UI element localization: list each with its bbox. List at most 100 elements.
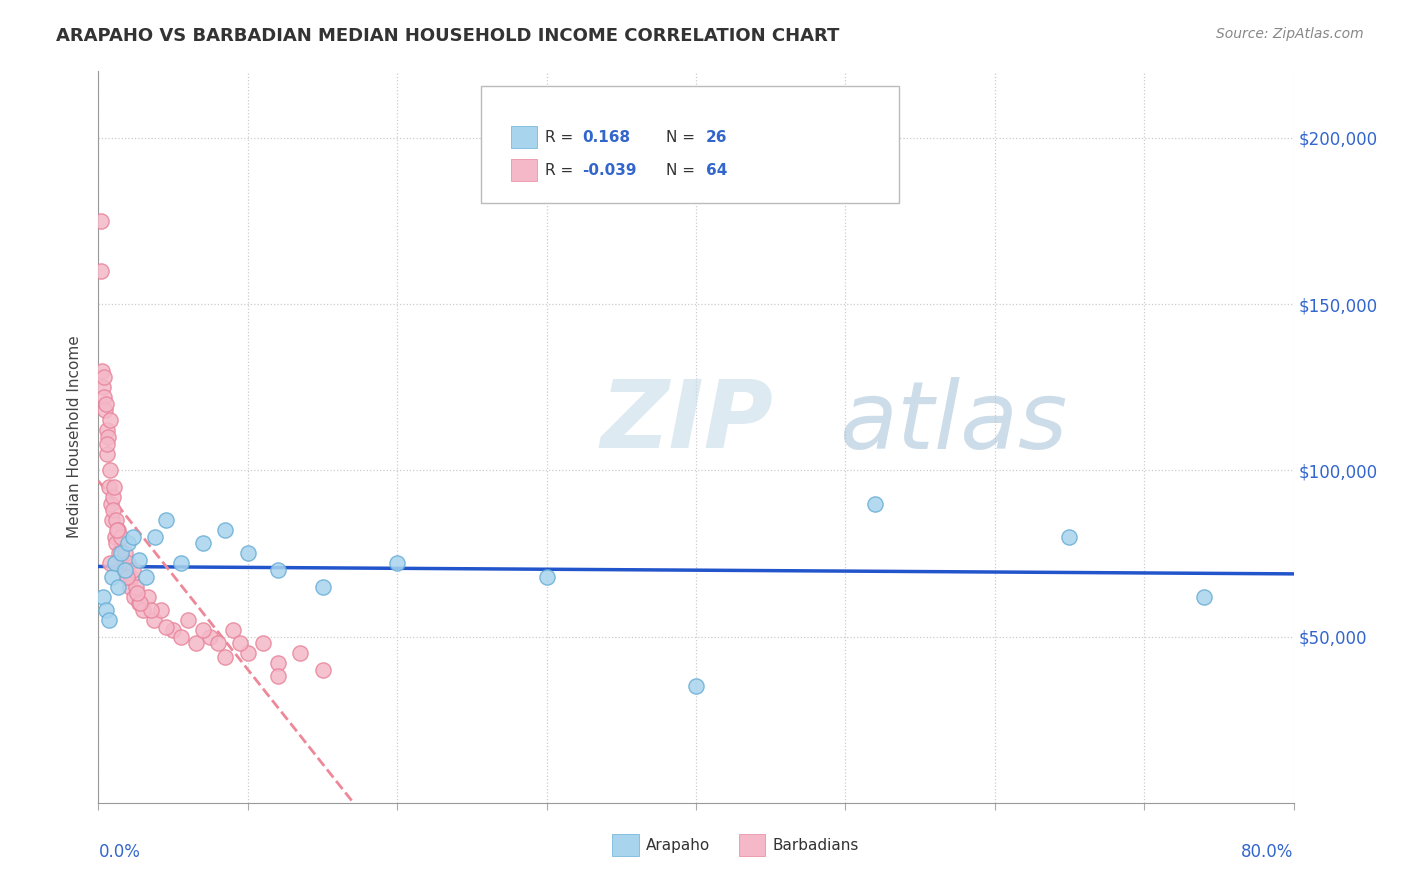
Point [125, 580, 148, 594]
Point [236, 646, 259, 660]
Point [536, 570, 558, 584]
Point [311, 663, 333, 677]
Point [118, 580, 141, 594]
Point [127, 586, 149, 600]
Text: Source: ZipAtlas.com: Source: ZipAtlas.com [1216, 27, 1364, 41]
Point [685, 680, 707, 694]
Point [191, 623, 214, 637]
Point [207, 636, 229, 650]
Point [143, 530, 166, 544]
Point [120, 570, 142, 584]
Point [96, 436, 118, 450]
Point [142, 613, 165, 627]
Point [1192, 590, 1215, 604]
Point [139, 603, 162, 617]
Point [114, 563, 136, 577]
Text: N =: N = [666, 162, 700, 178]
Point [97, 480, 120, 494]
Point [97, 430, 120, 444]
Text: R =: R = [546, 162, 578, 178]
Point [252, 636, 274, 650]
Text: 0.0%: 0.0% [98, 843, 141, 861]
Point [98, 413, 122, 427]
Point [108, 546, 131, 560]
Point [191, 536, 214, 550]
Text: -0.039: -0.039 [582, 162, 637, 178]
Point [97, 613, 120, 627]
Point [229, 636, 252, 650]
Point [98, 557, 122, 571]
Point [129, 596, 152, 610]
Point [103, 503, 125, 517]
Point [267, 669, 290, 683]
Point [177, 613, 200, 627]
Point [117, 557, 139, 571]
Point [121, 530, 143, 544]
Point [117, 536, 139, 550]
Point [110, 546, 132, 560]
Point [111, 557, 134, 571]
Point [169, 557, 191, 571]
Text: ZIP: ZIP [600, 376, 773, 468]
Point [91, 590, 114, 604]
Point [115, 570, 138, 584]
Point [1059, 530, 1081, 544]
FancyBboxPatch shape [613, 834, 638, 856]
Text: 0.168: 0.168 [582, 129, 630, 145]
Point [132, 603, 155, 617]
Text: 64: 64 [706, 162, 727, 178]
Point [155, 619, 177, 633]
Point [98, 463, 121, 477]
Point [150, 603, 173, 617]
Point [162, 623, 184, 637]
Point [114, 546, 136, 560]
Point [90, 214, 112, 228]
Point [91, 380, 114, 394]
Point [169, 630, 191, 644]
Point [214, 523, 236, 537]
Point [385, 557, 409, 571]
FancyBboxPatch shape [510, 159, 537, 181]
Point [136, 590, 159, 604]
Point [236, 546, 259, 560]
Point [112, 563, 135, 577]
Text: 80.0%: 80.0% [1241, 843, 1294, 861]
Point [94, 603, 117, 617]
Point [93, 370, 115, 384]
Point [96, 424, 118, 438]
Text: ARAPAHO VS BARBADIAN MEDIAN HOUSEHOLD INCOME CORRELATION CHART: ARAPAHO VS BARBADIAN MEDIAN HOUSEHOLD IN… [56, 27, 839, 45]
Point [121, 563, 143, 577]
FancyBboxPatch shape [740, 834, 765, 856]
Point [101, 513, 124, 527]
Y-axis label: Median Household Income: Median Household Income [67, 335, 83, 539]
Text: R =: R = [546, 129, 578, 145]
Point [104, 557, 127, 571]
Point [288, 646, 311, 660]
Point [865, 497, 887, 511]
Point [128, 596, 150, 610]
Point [124, 590, 146, 604]
FancyBboxPatch shape [481, 86, 900, 203]
Point [103, 480, 125, 494]
Point [200, 630, 222, 644]
Point [93, 390, 115, 404]
FancyBboxPatch shape [510, 126, 537, 148]
Text: 26: 26 [706, 129, 727, 145]
Point [128, 553, 150, 567]
Text: Barbadians: Barbadians [772, 838, 859, 853]
Point [104, 513, 127, 527]
Text: Arapaho: Arapaho [645, 838, 710, 853]
Point [104, 530, 127, 544]
Text: atlas: atlas [839, 377, 1067, 468]
Point [135, 570, 157, 584]
Point [222, 623, 245, 637]
Point [101, 570, 124, 584]
Point [107, 580, 129, 594]
Point [91, 363, 114, 377]
Point [100, 497, 122, 511]
Point [105, 523, 128, 537]
Point [94, 403, 117, 417]
Point [311, 580, 333, 594]
Point [267, 656, 290, 670]
Point [115, 570, 138, 584]
